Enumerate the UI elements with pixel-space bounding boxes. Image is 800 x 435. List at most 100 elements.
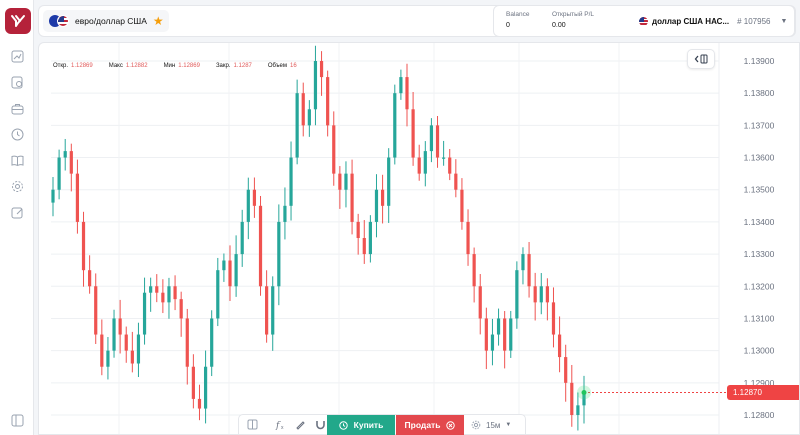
- price-tick-label: 1.13800: [744, 88, 775, 98]
- magnet-icon[interactable]: [313, 418, 327, 432]
- ohlc-high: Макс 1.12882: [108, 63, 148, 69]
- candle-up: [112, 318, 116, 351]
- candle-up: [136, 334, 141, 364]
- draw-pencil-icon[interactable]: [293, 418, 307, 432]
- svg-text:f: f: [275, 421, 281, 430]
- settings-icon[interactable]: [9, 178, 25, 194]
- sidebar: [0, 0, 34, 435]
- candle-up: [442, 157, 446, 159]
- candle-up: [234, 254, 238, 287]
- currency-flags-icon: [49, 15, 71, 27]
- candle-up: [289, 157, 293, 206]
- price-chart[interactable]: 1.13900 1.13800 1.13700 1.13600 1.13500 1.134…: [39, 43, 800, 435]
- candle-up: [57, 157, 61, 190]
- candle-down: [118, 318, 122, 335]
- candle-down: [448, 157, 452, 174]
- candle-down: [338, 173, 342, 190]
- candle-up: [387, 157, 391, 206]
- candle-up: [429, 125, 434, 152]
- gear-icon: [471, 420, 481, 430]
- candle-up: [399, 77, 403, 94]
- account-panel: Balance 0 Открытый P/L 0.00 доллар США Н…: [493, 5, 795, 37]
- top-bar: евро/доллар США ★ Balance 0 Открытый P/L…: [38, 5, 796, 37]
- candle-up: [295, 93, 299, 158]
- candle-up: [368, 221, 372, 255]
- layout-icon[interactable]: [245, 418, 259, 432]
- candle-down: [265, 286, 269, 335]
- book-icon[interactable]: [9, 152, 25, 168]
- candle-up: [313, 61, 318, 110]
- candle-up: [203, 366, 208, 409]
- candle-up: [167, 286, 171, 303]
- sell-button[interactable]: Продать: [396, 415, 464, 435]
- brand-logo[interactable]: [5, 8, 31, 34]
- account-name: доллар США НАС...: [652, 16, 730, 26]
- candle-up: [509, 318, 513, 351]
- search-document-icon[interactable]: [9, 74, 25, 90]
- ohlc-legend: Откр. 1.12869 Макс 1.12882 Мин 1.12869 Закр…: [53, 63, 297, 69]
- candle-up: [283, 205, 287, 222]
- open-pl-stat: Открытый P/L 0.00: [552, 11, 594, 29]
- candle-up: [576, 405, 580, 415]
- sidebar-toggle-icon[interactable]: [9, 412, 25, 428]
- current-price-tag: 1.12870: [727, 384, 799, 400]
- edit-icon[interactable]: [9, 204, 25, 220]
- candle-down: [533, 286, 537, 303]
- candle-down: [124, 334, 128, 351]
- balance-label: Balance: [506, 11, 530, 18]
- clock-circle-icon: [338, 420, 348, 430]
- candle-up: [393, 93, 397, 158]
- chart-icon[interactable]: [9, 48, 25, 64]
- open-pl-value: 0.00: [552, 22, 566, 29]
- candle-up: [582, 392, 586, 406]
- timeframe-selector[interactable]: 15м ▼: [471, 418, 523, 432]
- svg-text:x: x: [281, 425, 284, 430]
- favorite-star-icon[interactable]: ★: [152, 14, 164, 28]
- candle-down: [161, 292, 165, 303]
- instrument-selector[interactable]: евро/доллар США ★: [43, 10, 169, 32]
- buy-button[interactable]: Купить: [327, 415, 395, 435]
- candle-down: [326, 77, 330, 126]
- account-selector[interactable]: доллар США НАС... # 107956 ▼: [633, 10, 788, 32]
- briefcase-icon[interactable]: [9, 100, 25, 116]
- panel-collapse-button[interactable]: [687, 49, 715, 69]
- candle-down: [100, 334, 104, 367]
- sell-button-label: Продать: [404, 420, 441, 430]
- balance-value: 0: [506, 22, 510, 29]
- candle-down: [564, 357, 568, 383]
- candle-down: [551, 302, 556, 335]
- candle-up: [246, 189, 250, 222]
- instrument-name: евро/доллар США: [75, 16, 147, 26]
- candle-up: [515, 270, 519, 319]
- candle-down: [466, 221, 470, 255]
- candle-down: [155, 286, 159, 293]
- candle-down: [417, 157, 421, 174]
- ohlc-low: Мин 1.12869: [163, 63, 200, 69]
- candle-down: [191, 366, 195, 399]
- close-circle-icon: [446, 420, 456, 430]
- candle-down: [380, 189, 385, 206]
- price-tick-label: 1.13200: [744, 281, 775, 291]
- chevron-down-icon: ▼: [505, 422, 512, 428]
- price-tick-label: 1.13300: [744, 249, 775, 259]
- candle-down: [130, 350, 134, 364]
- us-flag-icon: [639, 16, 648, 26]
- candle-down: [69, 151, 73, 174]
- chart-panel[interactable]: 1.13900 1.13800 1.13700 1.13600 1.13500 1.134…: [38, 42, 800, 435]
- chevron-down-icon: ▼: [780, 17, 788, 25]
- candle-up: [374, 189, 379, 222]
- candle-up: [216, 270, 220, 319]
- price-tick-label: 1.13500: [744, 185, 775, 195]
- candle-down: [405, 77, 409, 110]
- candle-down: [472, 254, 476, 287]
- candle-down: [185, 318, 189, 367]
- candle-up: [142, 292, 147, 335]
- clock-icon[interactable]: [9, 126, 25, 142]
- candle-down: [228, 260, 232, 287]
- candle-up: [344, 173, 348, 190]
- candle-down: [350, 173, 354, 222]
- candle-down: [503, 318, 507, 351]
- candle-down: [411, 109, 415, 158]
